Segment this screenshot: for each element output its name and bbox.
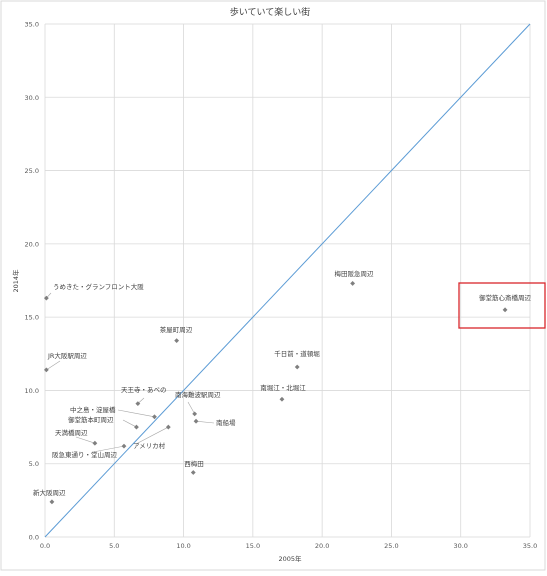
y-tick-label: 30.0 [25, 94, 39, 102]
data-label: JR大阪駅周辺 [47, 351, 87, 360]
axis-layer: 0.0 5.0 10.0 15.0 20.0 25.0 30.0 35.0 0.0 5.0 10.0… [25, 21, 538, 551]
data-label: 南海難波駅周辺 [175, 390, 221, 399]
x-tick-label: 20.0 [315, 542, 329, 550]
data-label: 阪急東通り・堂山周辺 [52, 450, 118, 459]
x-tick-label: 35.0 [523, 542, 537, 550]
leader-line [92, 445, 125, 453]
x-tick-label: 15.0 [246, 542, 260, 550]
x-tick-label: 5.0 [109, 542, 119, 550]
data-label: 西梅田 [184, 459, 204, 468]
y-tick-label: 0.0 [29, 534, 39, 542]
y-tick-label: 20.0 [25, 240, 39, 248]
data-point [174, 338, 180, 343]
data-label: 天王寺・あべの [121, 386, 167, 394]
data-label: アメリカ村 [133, 441, 166, 450]
leader-line [46, 360, 61, 371]
data-label: 南堀江・北堀江 [260, 383, 306, 392]
data-point [192, 411, 198, 417]
data-label: 南船場 [216, 418, 236, 427]
reference-line [44, 23, 531, 538]
y-tick-label: 25.0 [25, 167, 39, 175]
point-layer [43, 281, 508, 505]
leader-line [117, 409, 155, 418]
data-label: 茶屋町周辺 [160, 325, 193, 334]
data-label: 天満橋周辺 [55, 428, 88, 437]
data-point [135, 401, 141, 407]
y-axis-title: 2014年 [11, 269, 20, 293]
chart-title: 歩いていて楽しい街 [230, 6, 310, 18]
data-point [294, 364, 300, 370]
y-tick-label: 10.0 [25, 387, 39, 395]
highlight-box [458, 282, 546, 329]
data-point [49, 499, 55, 505]
data-label: 千日前・道頓堀 [274, 349, 320, 358]
data-label: 御堂筋心斎橋周辺 [479, 293, 532, 302]
data-point [165, 424, 171, 430]
x-axis-title: 2005年 [278, 554, 302, 563]
y-tick-label: 5.0 [29, 460, 39, 468]
data-label: 梅田阪急周辺 [335, 269, 375, 278]
leader-line [196, 420, 215, 424]
data-label: うめきた・グランフロント大阪 [53, 282, 144, 291]
y-tick-label: 35.0 [25, 21, 39, 29]
data-point [43, 295, 49, 301]
x-tick-label: 25.0 [384, 542, 398, 550]
data-point [121, 443, 127, 449]
data-point [279, 396, 285, 402]
leader-line [187, 401, 195, 415]
data-label: 新大阪周辺 [33, 488, 66, 497]
data-point [43, 367, 49, 373]
data-label: 中之島・淀屋橋 [70, 405, 116, 414]
grid-layer [44, 23, 531, 538]
data-point [152, 414, 157, 420]
x-tick-label: 30.0 [453, 542, 467, 550]
leader-line [75, 436, 95, 444]
data-point [92, 440, 98, 446]
x-tick-label: 0.0 [40, 542, 50, 550]
x-tick-label: 10.0 [176, 542, 190, 550]
data-point [502, 307, 508, 313]
data-point [193, 418, 199, 424]
y-tick-label: 15.0 [25, 314, 39, 322]
leader-line [122, 419, 137, 428]
leader-line [135, 426, 169, 445]
data-point [190, 470, 196, 475]
data-label: 御堂筋本町周辺 [68, 415, 114, 424]
data-point [350, 281, 356, 286]
data-point [134, 424, 139, 430]
